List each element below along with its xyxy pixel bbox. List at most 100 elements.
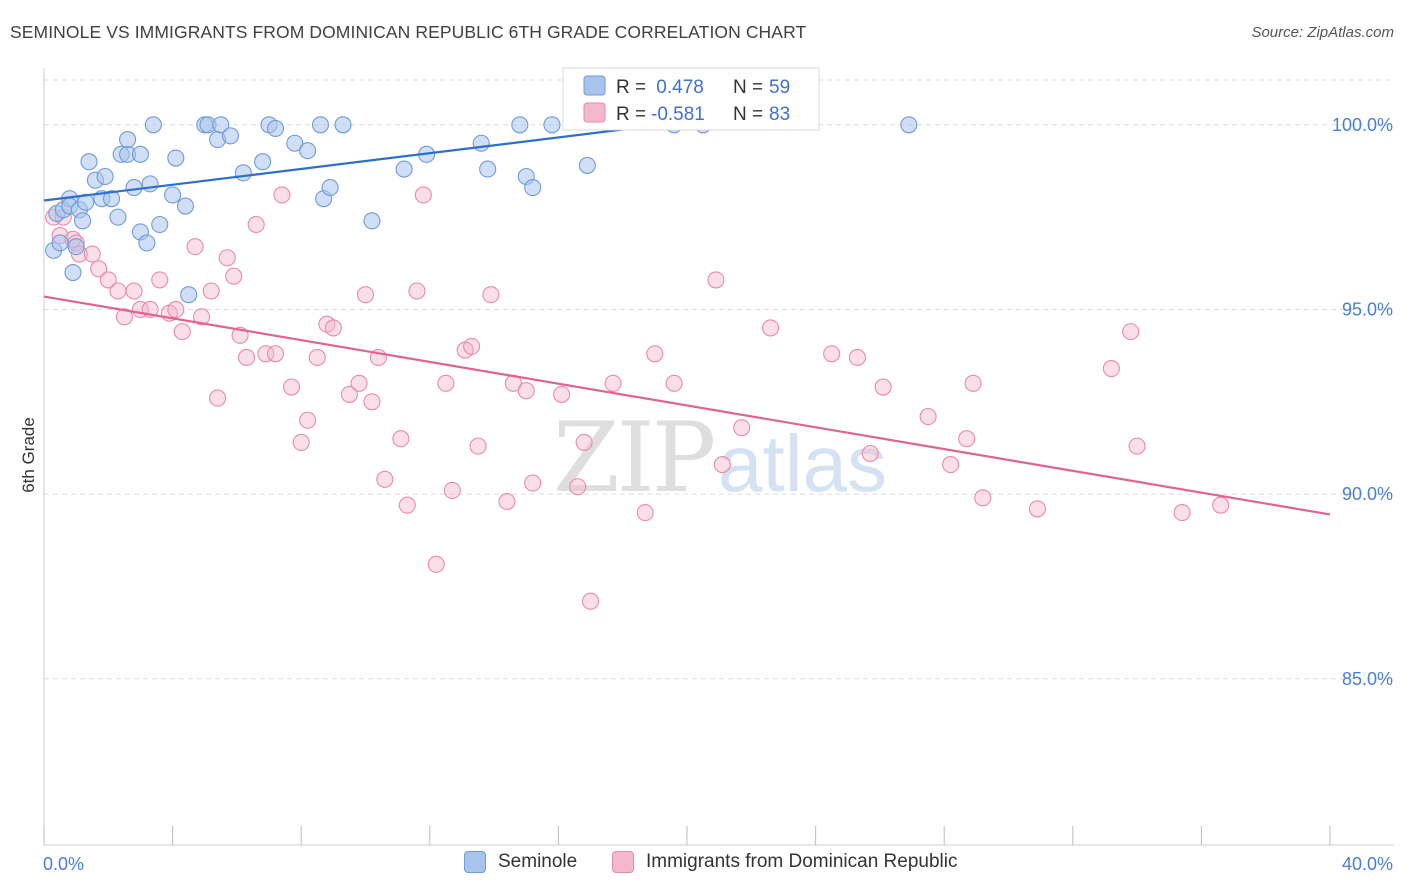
dominican-point-51 (469, 437, 487, 455)
y-axis-label: 6th Grade (19, 417, 38, 493)
seminole-point-39 (266, 119, 285, 138)
bottom-legend-swatch-seminole (464, 851, 486, 873)
dominican-point-60 (581, 592, 600, 610)
chart-title: SEMINOLE VS IMMIGRANTS FROM DOMINICAN RE… (10, 22, 807, 42)
dominican-point-76 (964, 374, 982, 392)
seminole-point-45 (334, 116, 352, 134)
dominican-point-79 (1102, 360, 1120, 378)
dominican-point-65 (707, 271, 725, 289)
dominican-trend-line (43, 295, 1331, 516)
dominican-point-19 (192, 308, 211, 326)
legend-n-value-2: 83 (769, 104, 790, 125)
dominican-point-71 (861, 444, 879, 463)
seminole-point-41 (299, 142, 317, 160)
seminole-point-47 (395, 160, 413, 178)
source-attribution: Source: ZipAtlas.com (1251, 24, 1394, 41)
dominican-point-82 (1173, 504, 1191, 522)
series-seminole-points (45, 116, 918, 304)
dominican-point-52 (482, 286, 500, 304)
seminole-point-55 (578, 156, 596, 174)
dominican-point-35 (324, 319, 342, 337)
dominican-point-62 (636, 504, 654, 522)
y-tick-label-1: 90.0% (1342, 484, 1393, 504)
dominican-point-48 (443, 481, 461, 499)
dominican-point-31 (292, 433, 310, 451)
dominican-point-22 (218, 249, 236, 267)
seminole-point-35 (221, 127, 240, 145)
seminole-point-15 (102, 190, 121, 208)
dominican-point-63 (646, 345, 664, 363)
dominican-point-38 (356, 286, 375, 304)
seminole-point-25 (144, 116, 162, 134)
dominican-point-74 (942, 456, 960, 474)
legend-r-label-2: R = (616, 104, 646, 125)
dominican-point-20 (202, 282, 220, 300)
legend-swatch-seminole (583, 75, 606, 96)
bottom-legend: Seminole Immigrants from Dominican Repub… (0, 851, 1406, 879)
seminole-point-42 (311, 116, 330, 134)
dominican-point-77 (974, 489, 992, 507)
dominican-point-29 (273, 186, 291, 204)
dominican-point-23 (225, 267, 243, 285)
seminole-point-26 (151, 215, 169, 234)
dominican-point-37 (350, 374, 368, 392)
seminole-point-28 (167, 149, 185, 167)
dominican-point-36 (340, 385, 358, 403)
seminole-point-9 (74, 212, 92, 230)
dominican-point-58 (569, 478, 587, 496)
seminole-point-6 (64, 263, 82, 282)
dominican-point-7 (90, 260, 108, 278)
seminole-point-30 (180, 286, 198, 304)
seminole-point-19 (119, 131, 137, 149)
seminole-point-23 (138, 234, 156, 252)
dominican-point-66 (713, 456, 731, 474)
seminole-point-50 (479, 160, 497, 178)
seminole-point-16 (109, 208, 127, 226)
dominican-point-72 (874, 378, 892, 396)
dominican-point-21 (209, 389, 227, 407)
legend: R = 0.478 N = 59 R = -0.581 N = 83 (562, 67, 820, 131)
dominican-point-45 (414, 186, 432, 204)
dominican-point-8 (99, 271, 117, 289)
tick-labels: 85.0% 90.0% 95.0% 100.0% 0.0% 40.0% (43, 115, 1393, 874)
dominican-point-64 (665, 374, 683, 392)
dominican-point-32 (299, 411, 317, 429)
legend-n-value-1: 59 (769, 77, 790, 98)
seminole-trend-line (43, 123, 662, 202)
seminole-point-36 (234, 164, 252, 182)
seminole-point-49 (472, 134, 490, 152)
dominican-point-26 (247, 215, 265, 234)
dominican-point-67 (733, 419, 751, 437)
bottom-legend-label-dominican: Immigrants from Dominican Republic (646, 851, 958, 872)
legend-swatch-dominican (583, 102, 606, 123)
dominican-point-69 (823, 345, 841, 363)
dominican-point-73 (919, 408, 937, 426)
legend-n-label-1: N = (733, 77, 763, 98)
dominican-point-44 (408, 282, 426, 300)
dominican-point-59 (575, 433, 593, 451)
y-tick-label-3: 100.0% (1332, 115, 1393, 135)
bottom-legend-seminole: Seminole (464, 851, 577, 873)
bottom-legend-dominican: Immigrants from Dominican Republic (612, 851, 958, 873)
dominican-point-80 (1122, 323, 1140, 341)
dominican-point-56 (524, 474, 542, 492)
seminole-point-44 (321, 179, 339, 197)
legend-n-label-2: N = (733, 104, 763, 125)
dominican-point-75 (958, 430, 976, 448)
watermark-zip: ZIP (553, 402, 714, 514)
dominican-point-11 (125, 282, 143, 300)
dominican-point-39 (363, 393, 381, 411)
bottom-legend-label-seminole: Seminole (498, 851, 578, 872)
seminole-point-34 (212, 116, 230, 134)
seminole-point-11 (80, 153, 98, 171)
seminole-point-14 (96, 167, 114, 186)
y-tick-label-2: 95.0% (1342, 299, 1393, 319)
seminole-point-27 (164, 186, 182, 204)
dominican-point-27 (257, 345, 275, 363)
seminole-point-22 (131, 145, 149, 163)
legend-r-value-2: -0.581 (651, 104, 705, 125)
dominican-point-43 (398, 496, 416, 514)
seminole-point-37 (254, 153, 272, 171)
seminole-point-7 (67, 238, 85, 256)
